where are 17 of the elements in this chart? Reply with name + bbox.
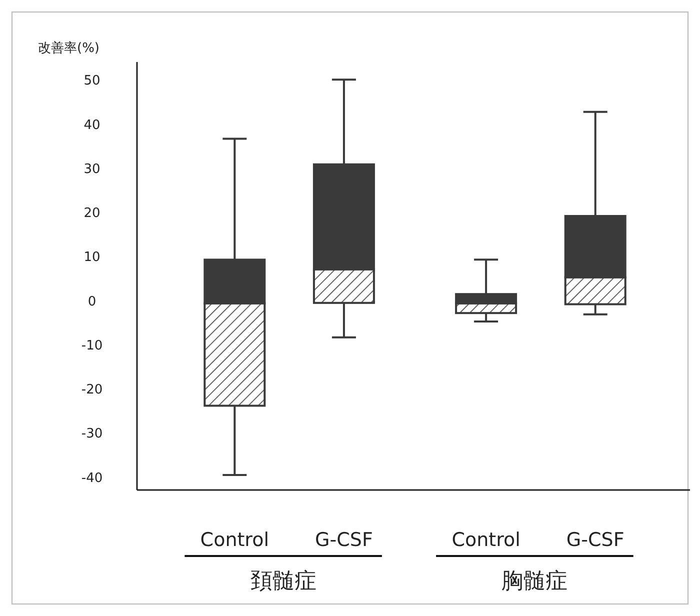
- text: 胸髄症: [502, 569, 568, 594]
- y-tick-label: 10: [84, 250, 100, 266]
- y-tick-label: -10: [81, 338, 103, 354]
- y-tick-label: -20: [81, 382, 103, 398]
- x-tick-label: Control: [200, 529, 269, 551]
- y-tick-label: 40: [84, 118, 100, 133]
- y-tick-label: 50: [84, 74, 100, 89]
- y-tick-label: 30: [84, 162, 100, 177]
- x-tick-label: G-CSF: [315, 529, 373, 551]
- text: 頚髄症: [250, 569, 316, 594]
- y-tick-label: 0: [88, 294, 96, 310]
- y-axis-title: 改善率(%): [38, 40, 100, 56]
- y-tick-label: -40: [81, 470, 103, 486]
- x-tick-label: Control: [452, 529, 520, 551]
- x-tick-label: G-CSF: [566, 529, 624, 551]
- y-tick-label: -30: [81, 426, 103, 442]
- y-tick-label: 20: [84, 206, 100, 222]
